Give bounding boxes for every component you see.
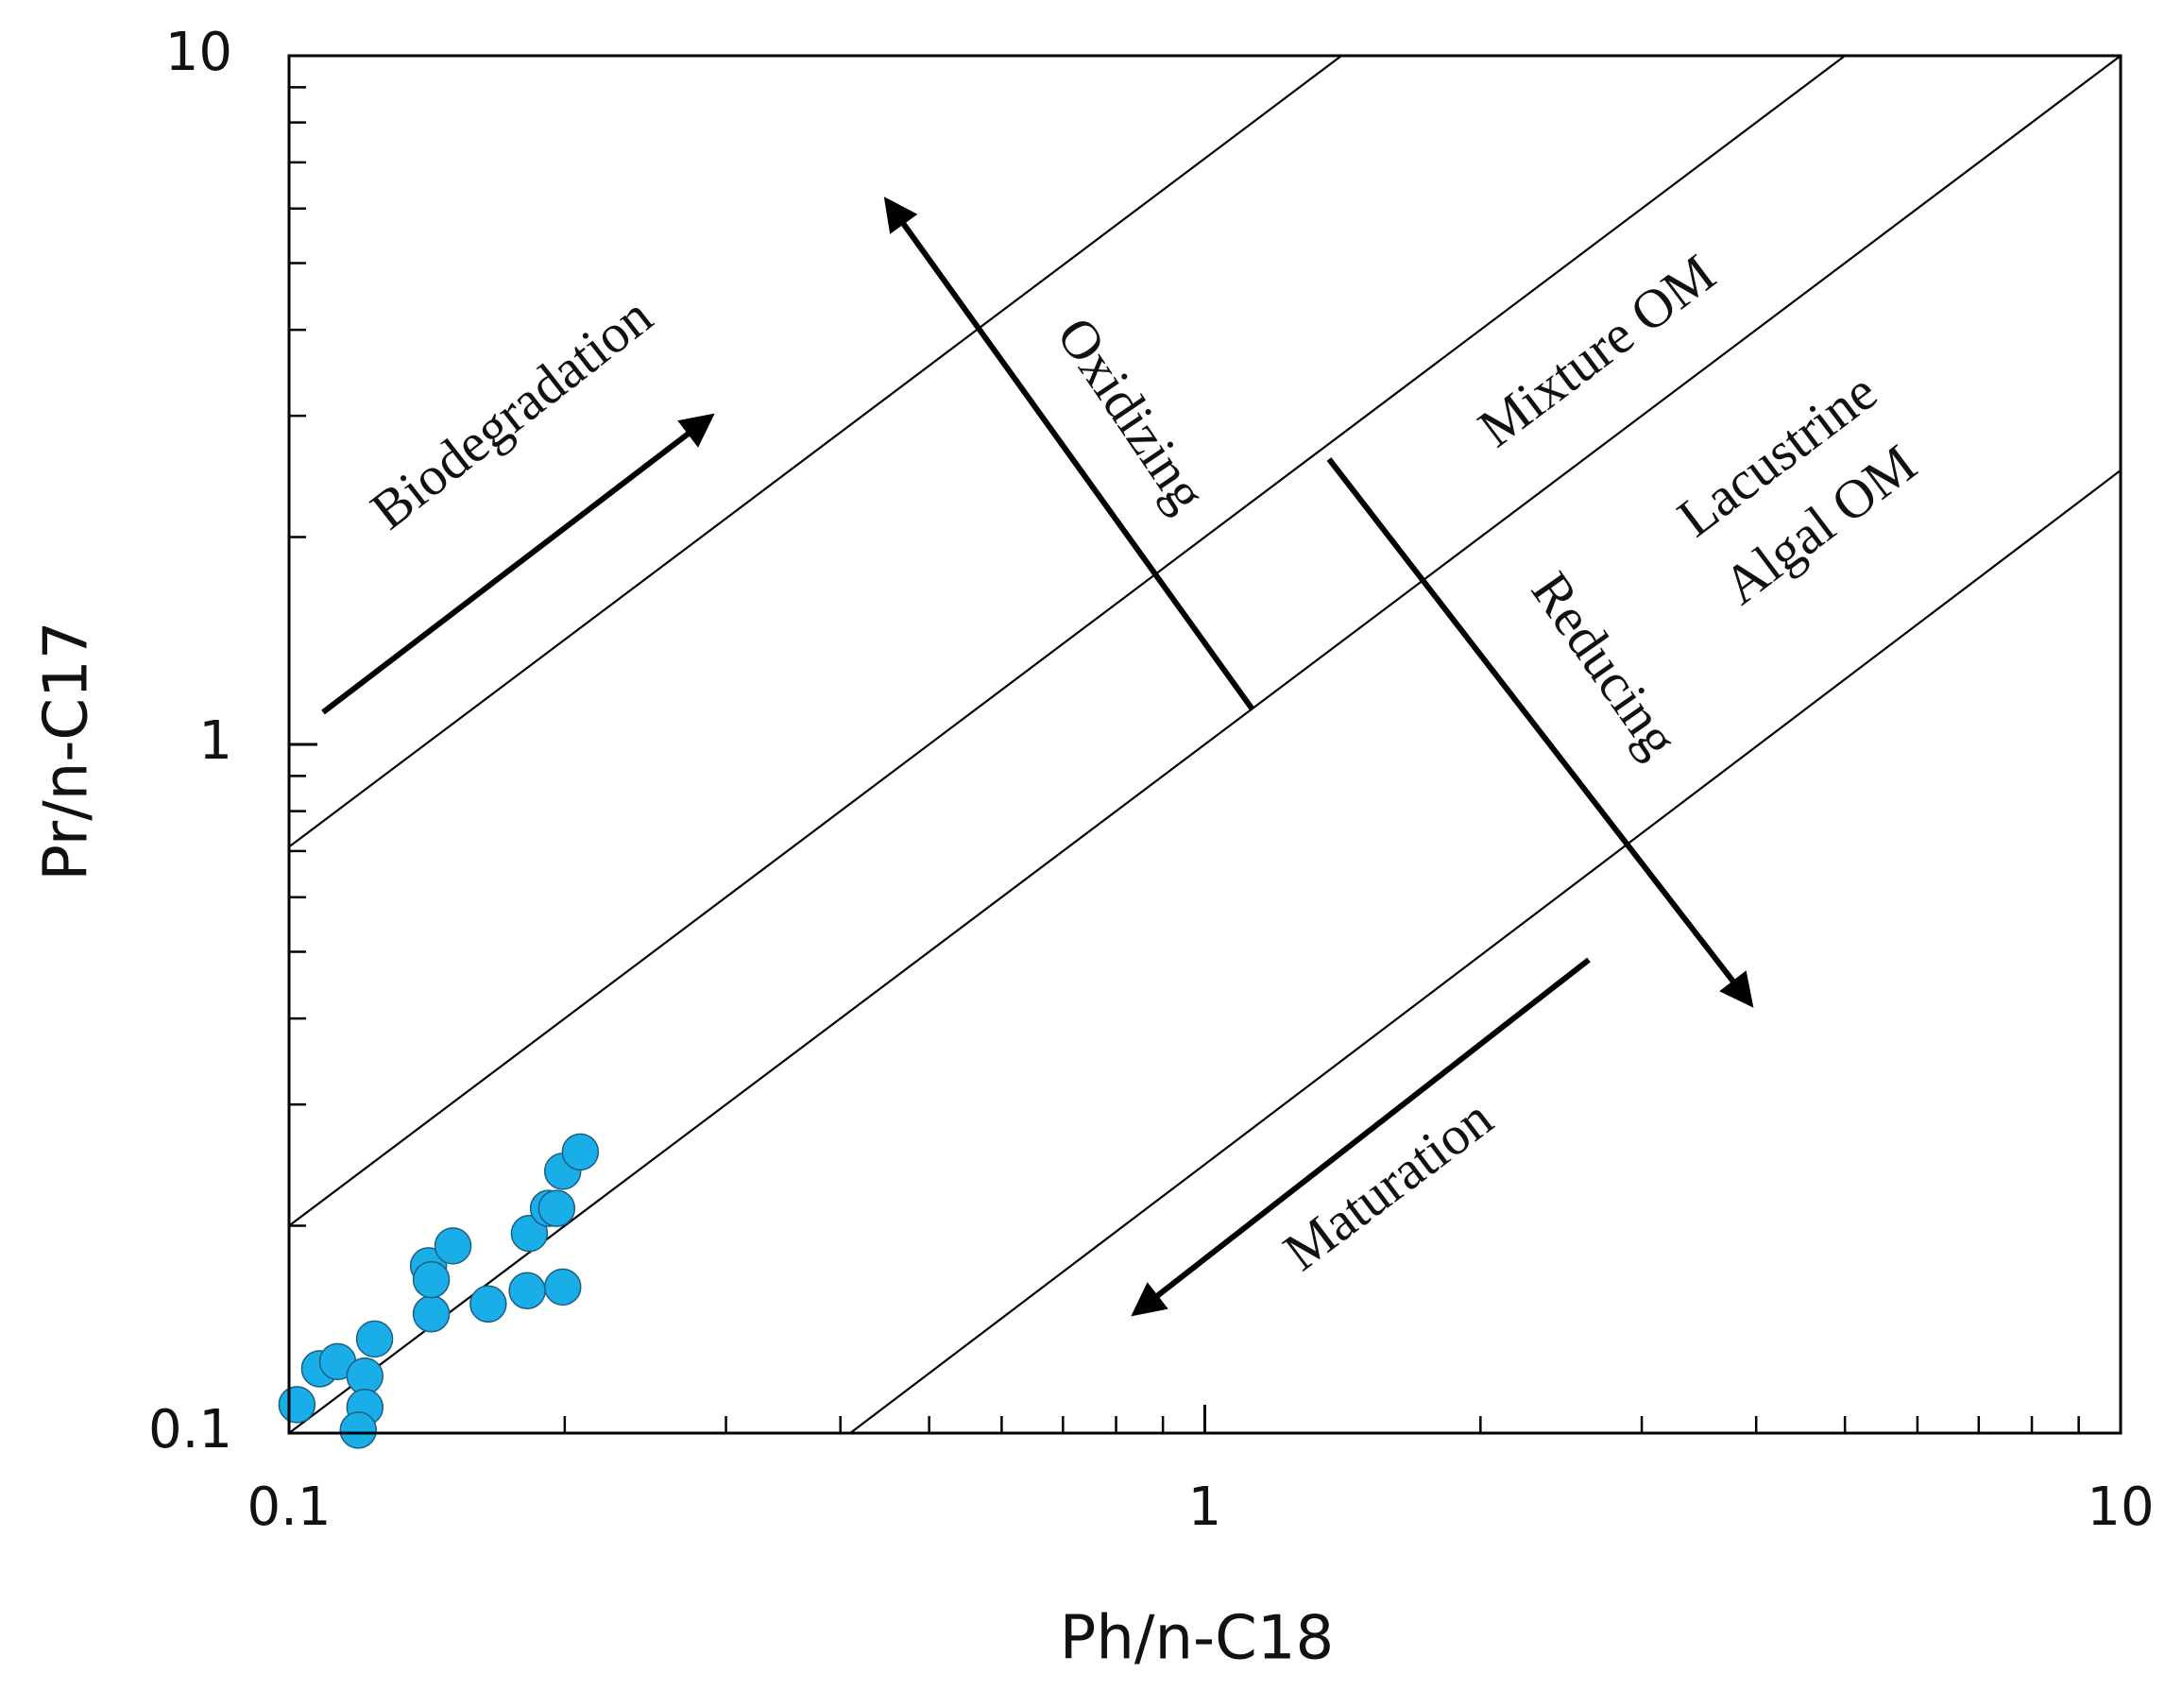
reference-line [289,56,1846,1227]
y-tick-label: 1 [198,710,232,772]
arrow [321,413,715,715]
arrow [1326,457,1754,1008]
y-axis-title: Pr/n-C17 [32,621,102,880]
reference-line [289,56,2121,1433]
data-point [508,1272,546,1309]
data-point [469,1285,507,1324]
plot-frame [287,54,2122,1435]
arrow [883,196,1255,711]
reference-line [289,56,1342,848]
x-tick-label: 10 [2087,1477,2154,1538]
x-tick-label: 1 [1188,1477,1222,1538]
reference-lines [289,56,2121,1433]
data-point [561,1133,600,1171]
arrow [1131,957,1591,1317]
data-point [355,1320,394,1358]
annotation: Mixture OM [1467,242,1727,458]
annotation: Oxidizing [1045,306,1219,522]
y-tick-label: 0.1 [148,1399,232,1460]
annotation: Biodegradation [359,284,663,540]
y-tick-label: 10 [165,22,232,83]
data-point [537,1189,576,1227]
data-point [412,1294,451,1333]
data-point [278,1386,316,1424]
data-point [339,1411,377,1449]
x-tick-label: 0.1 [247,1477,331,1538]
data-point [412,1260,451,1299]
data-point [434,1227,472,1265]
data-point [543,1268,582,1307]
data-point [346,1357,384,1395]
data-point [510,1214,549,1253]
x-axis-title: Ph/n-C18 [1060,1604,1335,1674]
reference-line [849,470,2121,1433]
